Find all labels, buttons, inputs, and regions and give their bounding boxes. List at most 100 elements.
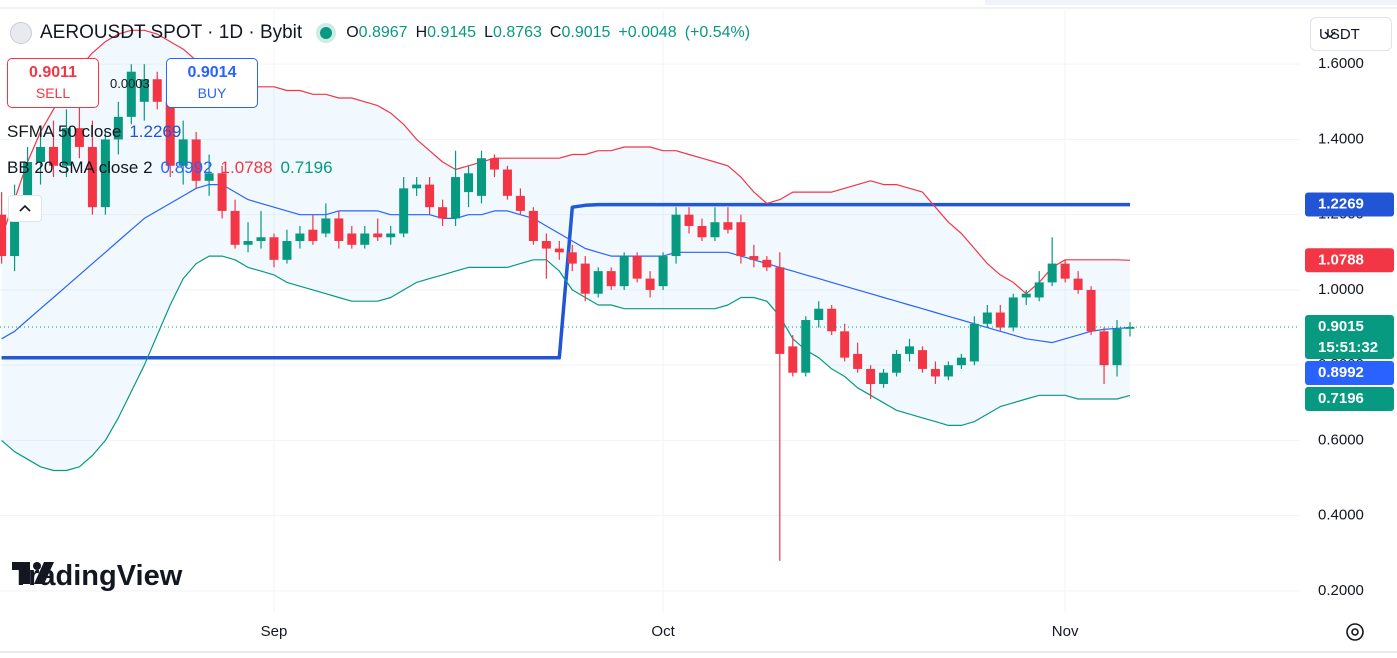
settings-icon[interactable] (1346, 623, 1364, 641)
ohlc-legend: O0.8967 H0.9145 L0.8763 C0.9015 +0.0048 (+0.5… (346, 24, 750, 42)
candle-body (917, 350, 927, 369)
indicator-line (1, 202, 1130, 360)
watermark-logo (12, 562, 54, 584)
candle-body (373, 233, 383, 238)
change-percent: (+0.54%) (684, 24, 751, 41)
candle-body (995, 312, 1005, 328)
price-badge-label: 0.8992 (1318, 364, 1364, 381)
y-tick-label: 1.4000 (1318, 130, 1364, 147)
candle-body (256, 237, 266, 242)
candle-body (204, 173, 214, 181)
candle-body (736, 222, 746, 257)
currency: USDT (1319, 25, 1360, 43)
indicator-value: 1.0788 (220, 158, 273, 177)
candle-body (269, 237, 279, 260)
indicator-value: 1.2269 (129, 122, 182, 141)
candle-body (775, 267, 785, 354)
x-tick-label: Oct (651, 623, 675, 640)
candle-body (710, 222, 720, 238)
ohlc-value: 0.8763 (492, 24, 542, 41)
price-badge-label: 0.9015 (1318, 318, 1364, 335)
price-badge (1305, 192, 1394, 217)
chevron-up (19, 204, 31, 212)
candle-body (152, 79, 162, 102)
candle-body (113, 116, 123, 140)
candle-body (321, 218, 331, 234)
indicator-legend: BB 20 SMA close 2 0.8992 1.0788 0.7196 (7, 158, 333, 178)
ohlc-value: 0.9015 (561, 24, 611, 41)
candle-body (1125, 326, 1135, 329)
candle-body (1060, 263, 1070, 279)
dropdown-arrow (1324, 31, 1336, 39)
candle-body (48, 146, 58, 166)
candle-body (632, 256, 642, 279)
spread: 0.0003 (110, 76, 150, 91)
candle-body (386, 233, 396, 238)
candle-body (1008, 297, 1018, 328)
price-badge-label: 1.2269 (1318, 196, 1364, 213)
candle-body (425, 184, 435, 208)
countdown: 15:51:32 (1318, 339, 1378, 356)
x-tick-label: Sep (261, 623, 288, 640)
buy-button[interactable]: 0.9014 BUY (166, 58, 258, 108)
candle-body (658, 256, 668, 287)
candle-body (217, 173, 227, 211)
ohlc-item: L0.8763 (484, 24, 542, 42)
indicator-line (1, 29, 1131, 295)
candle-body (853, 353, 863, 369)
logo-shape (34, 562, 54, 584)
ohlc-label: L (484, 24, 493, 41)
collapse-button[interactable] (8, 195, 42, 222)
candle-body (165, 101, 175, 166)
candle-body (295, 233, 305, 242)
indicator-name: BB 20 SMA close 2 (7, 158, 153, 177)
badge-layer: 1.2269 1.0788 0.9015 15:51:32 0.8992 0.7196 (1305, 192, 1394, 411)
candle-body (61, 128, 71, 166)
indicator-line (1, 184, 1131, 344)
price-badge (1305, 360, 1394, 385)
candle-body (191, 139, 201, 181)
candle-body (515, 195, 525, 211)
top-panel-edge (985, 0, 1397, 5)
candle-body (840, 331, 850, 358)
market-status (320, 27, 333, 39)
currency-select[interactable]: USDT (1310, 17, 1392, 51)
logo-shape (33, 562, 41, 570)
candle-body (477, 158, 486, 196)
candle-body (1021, 293, 1031, 298)
sell-button[interactable]: 0.9011 SELL (7, 58, 99, 108)
price-badge-label: 0.7196 (1318, 390, 1364, 407)
candle-body (762, 259, 772, 268)
indicator-name: SFMA 50 close (7, 122, 122, 141)
candle-body (645, 278, 655, 290)
buy-price: 0.9014 (187, 64, 237, 81)
candle-body (399, 188, 409, 234)
candle-body (814, 308, 824, 321)
candle-body (1099, 331, 1109, 366)
candle-body (308, 229, 318, 242)
candle-body (451, 177, 461, 219)
candle-body (684, 214, 694, 226)
candle-body (541, 241, 551, 249)
settings-ring (1346, 623, 1364, 641)
candle-body (1073, 278, 1083, 290)
candle-body (554, 248, 564, 253)
change: +0.0048 (618, 24, 677, 41)
candle-body (982, 312, 992, 324)
sell-label: SELL (35, 85, 71, 101)
candle-body (788, 346, 798, 373)
price-badge (1305, 386, 1394, 411)
candle-body (879, 372, 889, 384)
candle-body (866, 368, 876, 384)
ohlc-value: 0.9145 (427, 24, 477, 41)
candle-body (593, 271, 603, 294)
y-tick-label: 1.0000 (1318, 281, 1364, 298)
y-tick-label: 0.2000 (1318, 582, 1364, 599)
candle-body (671, 214, 681, 257)
price-badge-label: 1.0788 (1318, 251, 1364, 268)
candle-body (36, 146, 46, 163)
candle-body (943, 365, 953, 377)
candle-body (567, 252, 577, 264)
candle-body (930, 368, 940, 377)
candle-body (0, 214, 7, 257)
